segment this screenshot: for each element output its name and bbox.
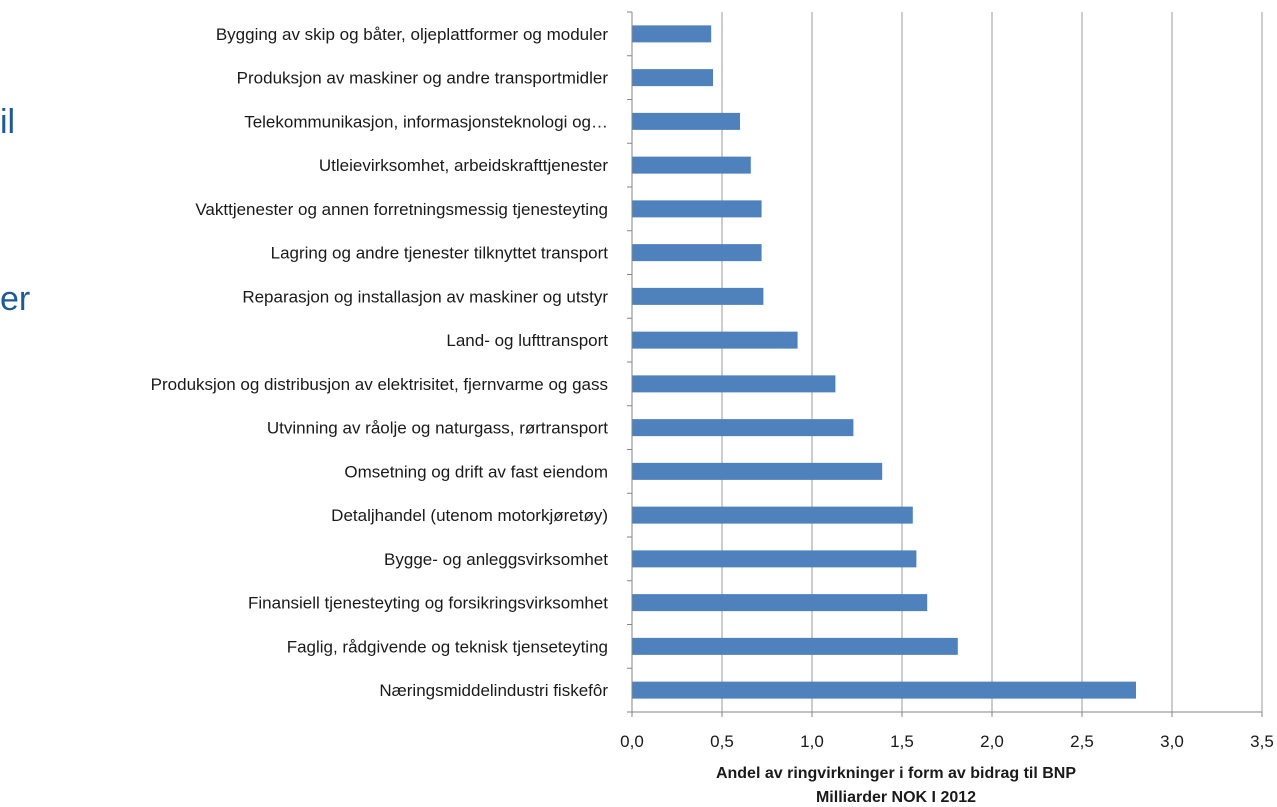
- bar: [632, 637, 958, 655]
- bar: [632, 244, 762, 262]
- bar: [632, 25, 712, 43]
- category-label: Bygge- og anleggsvirksomhet: [384, 550, 608, 569]
- category-label: Omsetning og drift av fast eiendom: [344, 462, 608, 481]
- background-title-fragment: er: [0, 280, 31, 318]
- x-tick-label: 2,0: [980, 732, 1004, 751]
- category-labels: Bygging av skip og båter, oljeplattforme…: [151, 25, 609, 700]
- bar: [632, 112, 740, 130]
- x-tick-label: 0,0: [620, 732, 644, 751]
- x-tick-label: 3,5: [1250, 732, 1274, 751]
- category-label: Telekommunikasjon, informasjonsteknologi…: [244, 112, 608, 131]
- bar: [632, 200, 762, 218]
- category-label: Utleievirksomhet, arbeidskrafttjenester: [319, 156, 608, 175]
- bar: [632, 462, 883, 480]
- category-label: Land- og lufttransport: [446, 331, 608, 350]
- bar: [632, 331, 798, 349]
- x-tick-label: 1,0: [800, 732, 824, 751]
- category-label: Vakttjenester og annen forretningsmessig…: [195, 200, 608, 219]
- bars: [632, 25, 1136, 699]
- tick-labels: 0,0 0,5 1,0 1,5 2,0 2,5 3,0 3,5: [620, 732, 1274, 751]
- category-label: Bygging av skip og båter, oljeplattforme…: [216, 25, 609, 44]
- background-title-fragment: il: [0, 103, 16, 141]
- category-label: Detaljhandel (utenom motorkjøretøy): [331, 506, 608, 525]
- category-label: Lagring og andre tjenester tilknyttet tr…: [271, 244, 609, 263]
- category-label: Utvinning av råolje og naturgass, rørtra…: [267, 419, 608, 438]
- x-axis-title: Andel av ringvirkninger i form av bidrag…: [716, 765, 1076, 782]
- x-axis-title-line2: Milliarder NOK I 2012: [816, 789, 976, 806]
- x-tick-label: 2,5: [1070, 732, 1094, 751]
- bar: [632, 419, 854, 437]
- x-tick-label: 1,5: [890, 732, 914, 751]
- category-label: Produksjon av maskiner og andre transpor…: [237, 69, 609, 88]
- category-label: Næringsmiddelindustri fiskefôr: [379, 681, 608, 700]
- x-tick-label: 0,5: [710, 732, 734, 751]
- bar: [632, 287, 764, 305]
- bar: [632, 550, 917, 568]
- bar: [632, 156, 751, 174]
- bar: [632, 375, 836, 393]
- bar: [632, 506, 913, 524]
- bar: [632, 681, 1136, 699]
- category-label: Produksjon og distribusjon av elektrisit…: [151, 375, 608, 394]
- bar: [632, 69, 713, 87]
- category-label: Reparasjon og installasjon av maskiner o…: [242, 287, 608, 306]
- category-label: Finansiell tjenesteyting og forsikringsv…: [248, 594, 608, 613]
- category-label: Faglig, rådgivende og teknisk tjenseteyt…: [287, 637, 608, 656]
- axes: [627, 11, 1263, 717]
- x-tick-label: 3,0: [1160, 732, 1184, 751]
- bar: [632, 594, 928, 612]
